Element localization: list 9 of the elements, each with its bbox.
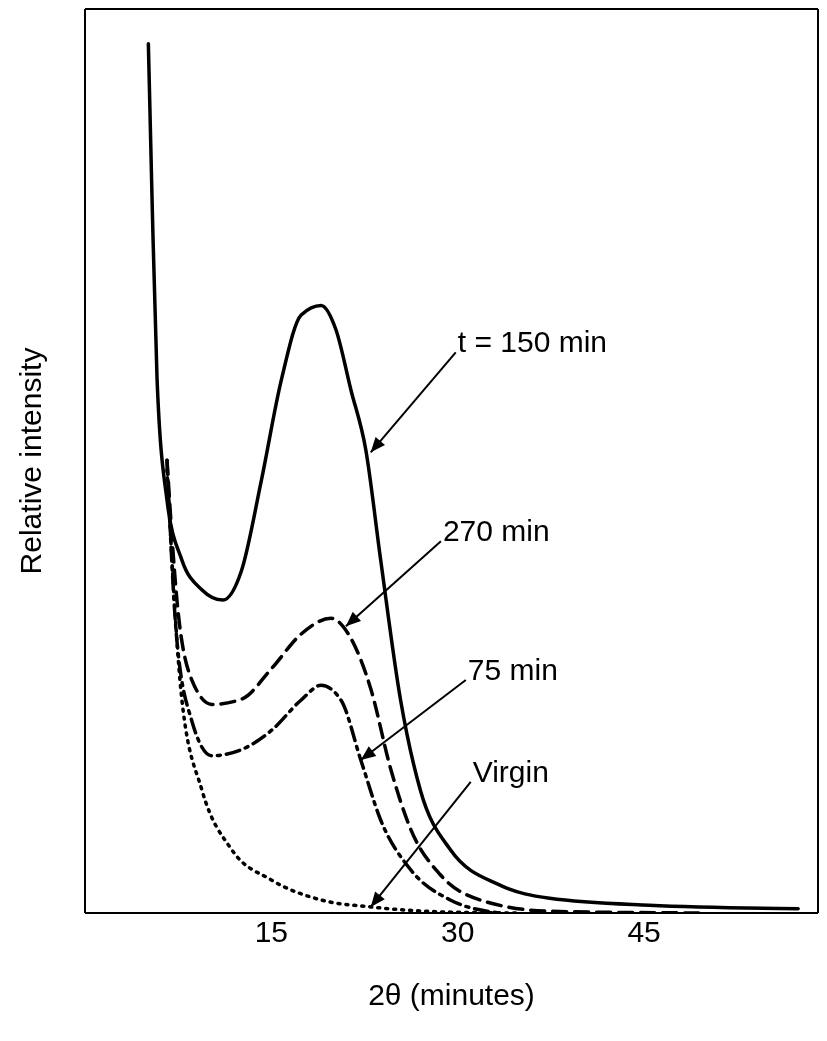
x-tick-label: 45 bbox=[627, 915, 661, 949]
x-axis-title: 2θ (minutes) bbox=[368, 978, 535, 1011]
annotation: t = 150 min bbox=[457, 325, 608, 359]
annotation: 75 min bbox=[467, 653, 558, 687]
x-tick-label: 15 bbox=[254, 915, 289, 949]
y-axis-title: Relative intensity bbox=[13, 347, 47, 575]
annotation: Virgin bbox=[472, 754, 549, 788]
annotation: 270 min bbox=[442, 514, 550, 548]
x-tick-label: 30 bbox=[441, 915, 475, 949]
